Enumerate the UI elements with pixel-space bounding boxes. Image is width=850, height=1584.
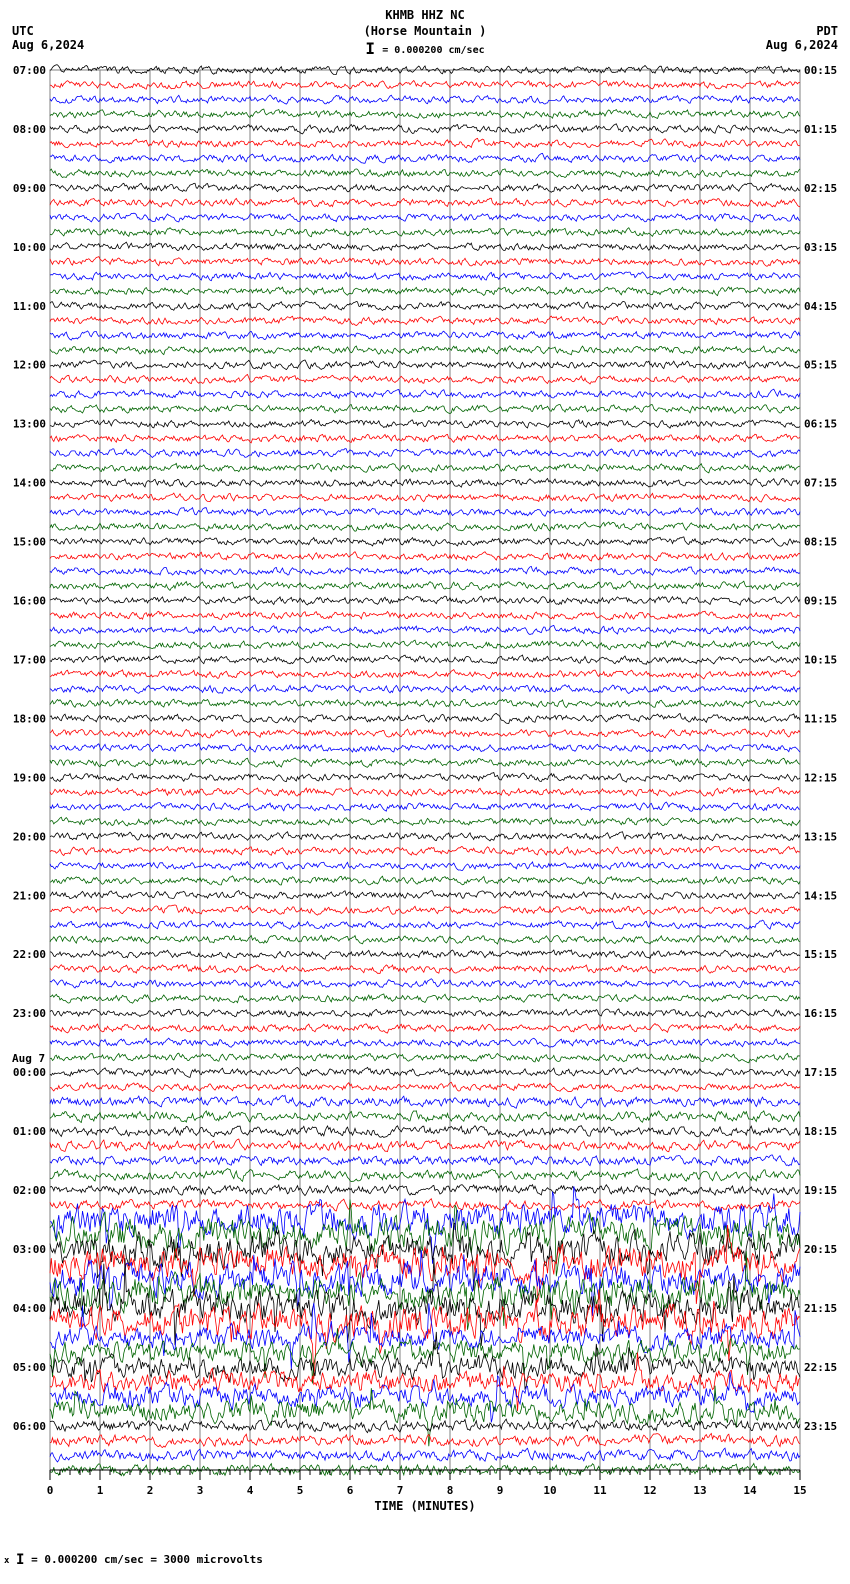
svg-text:11:00: 11:00 — [13, 300, 46, 313]
svg-text:16:00: 16:00 — [13, 595, 46, 608]
svg-text:12:15: 12:15 — [804, 771, 837, 784]
svg-text:5: 5 — [297, 1484, 304, 1497]
svg-text:21:00: 21:00 — [13, 889, 46, 902]
footer-text: = 0.000200 cm/sec = 3000 microvolts — [31, 1553, 263, 1566]
svg-text:02:00: 02:00 — [13, 1184, 46, 1197]
svg-text:02:15: 02:15 — [804, 182, 837, 195]
station-name: (Horse Mountain ) — [364, 24, 487, 40]
svg-text:17:00: 17:00 — [13, 653, 46, 666]
svg-text:2: 2 — [147, 1484, 154, 1497]
seismogram-plot: 07:00 08:00 09:00 10:00 11:00 12:00 13:00 14:00… — [0, 60, 850, 1544]
svg-text:04:00: 04:00 — [13, 1302, 46, 1315]
svg-text:12: 12 — [643, 1484, 656, 1497]
svg-text:05:00: 05:00 — [13, 1361, 46, 1374]
svg-text:09:00: 09:00 — [13, 182, 46, 195]
svg-text:10:00: 10:00 — [13, 241, 46, 254]
svg-text:23:15: 23:15 — [804, 1420, 837, 1433]
svg-text:03:00: 03:00 — [13, 1243, 46, 1256]
svg-text:07:00: 07:00 — [13, 64, 46, 77]
utc-label: UTC — [12, 24, 84, 38]
svg-text:00:00: 00:00 — [13, 1066, 46, 1079]
svg-text:22:00: 22:00 — [13, 948, 46, 961]
header-left: UTC Aug 6,2024 — [12, 24, 84, 53]
svg-text:20:00: 20:00 — [13, 830, 46, 843]
svg-text:3: 3 — [197, 1484, 204, 1497]
svg-text:03:15: 03:15 — [804, 241, 837, 254]
svg-text:11:15: 11:15 — [804, 712, 837, 725]
svg-text:19:00: 19:00 — [13, 771, 46, 784]
svg-text:6: 6 — [347, 1484, 354, 1497]
svg-text:08:15: 08:15 — [804, 536, 837, 549]
svg-text:05:15: 05:15 — [804, 359, 837, 372]
svg-text:14:15: 14:15 — [804, 889, 837, 902]
svg-text:11: 11 — [593, 1484, 607, 1497]
svg-text:01:00: 01:00 — [13, 1125, 46, 1138]
svg-text:13: 13 — [693, 1484, 706, 1497]
svg-text:0: 0 — [47, 1484, 54, 1497]
header: UTC Aug 6,2024 KHMB HHZ NC (Horse Mounta… — [0, 0, 850, 60]
svg-text:18:00: 18:00 — [13, 712, 46, 725]
svg-text:15:15: 15:15 — [804, 948, 837, 961]
svg-text:06:15: 06:15 — [804, 418, 837, 431]
svg-text:06:00: 06:00 — [13, 1420, 46, 1433]
svg-text:15:00: 15:00 — [13, 536, 46, 549]
svg-text:20:15: 20:15 — [804, 1243, 837, 1256]
header-right: PDT Aug 6,2024 — [766, 24, 838, 53]
svg-text:14:00: 14:00 — [13, 477, 46, 490]
svg-text:Aug 7: Aug 7 — [12, 1052, 45, 1065]
pdt-date: Aug 6,2024 — [766, 38, 838, 52]
svg-text:00:15: 00:15 — [804, 64, 837, 77]
pdt-label: PDT — [766, 24, 838, 38]
svg-text:18:15: 18:15 — [804, 1125, 837, 1138]
svg-text:15: 15 — [793, 1484, 806, 1497]
svg-text:14: 14 — [743, 1484, 757, 1497]
svg-text:TIME (MINUTES): TIME (MINUTES) — [374, 1499, 475, 1513]
svg-text:21:15: 21:15 — [804, 1302, 837, 1315]
svg-text:13:15: 13:15 — [804, 830, 837, 843]
svg-text:22:15: 22:15 — [804, 1361, 837, 1374]
scale-line: I = 0.000200 cm/sec — [364, 39, 487, 60]
svg-text:08:00: 08:00 — [13, 123, 46, 136]
seismogram-svg: 07:00 08:00 09:00 10:00 11:00 12:00 13:00 14:00… — [0, 60, 850, 1540]
svg-text:9: 9 — [497, 1484, 504, 1497]
svg-text:07:15: 07:15 — [804, 477, 837, 490]
svg-text:8: 8 — [447, 1484, 454, 1497]
svg-text:16:15: 16:15 — [804, 1007, 837, 1020]
footer: x I = 0.000200 cm/sec = 3000 microvolts — [0, 1544, 850, 1576]
svg-text:4: 4 — [247, 1484, 254, 1497]
svg-text:04:15: 04:15 — [804, 300, 837, 313]
svg-text:10: 10 — [543, 1484, 556, 1497]
svg-text:7: 7 — [397, 1484, 404, 1497]
svg-text:19:15: 19:15 — [804, 1184, 837, 1197]
svg-text:01:15: 01:15 — [804, 123, 837, 136]
header-center: KHMB HHZ NC (Horse Mountain ) I = 0.0002… — [364, 8, 487, 60]
svg-text:09:15: 09:15 — [804, 595, 837, 608]
station-id: KHMB HHZ NC — [364, 8, 487, 24]
svg-text:23:00: 23:00 — [13, 1007, 46, 1020]
scale-text: = 0.000200 cm/sec — [382, 45, 484, 56]
svg-text:10:15: 10:15 — [804, 653, 837, 666]
svg-text:12:00: 12:00 — [13, 359, 46, 372]
svg-text:17:15: 17:15 — [804, 1066, 837, 1079]
svg-text:13:00: 13:00 — [13, 418, 46, 431]
utc-date: Aug 6,2024 — [12, 38, 84, 52]
svg-text:1: 1 — [97, 1484, 104, 1497]
